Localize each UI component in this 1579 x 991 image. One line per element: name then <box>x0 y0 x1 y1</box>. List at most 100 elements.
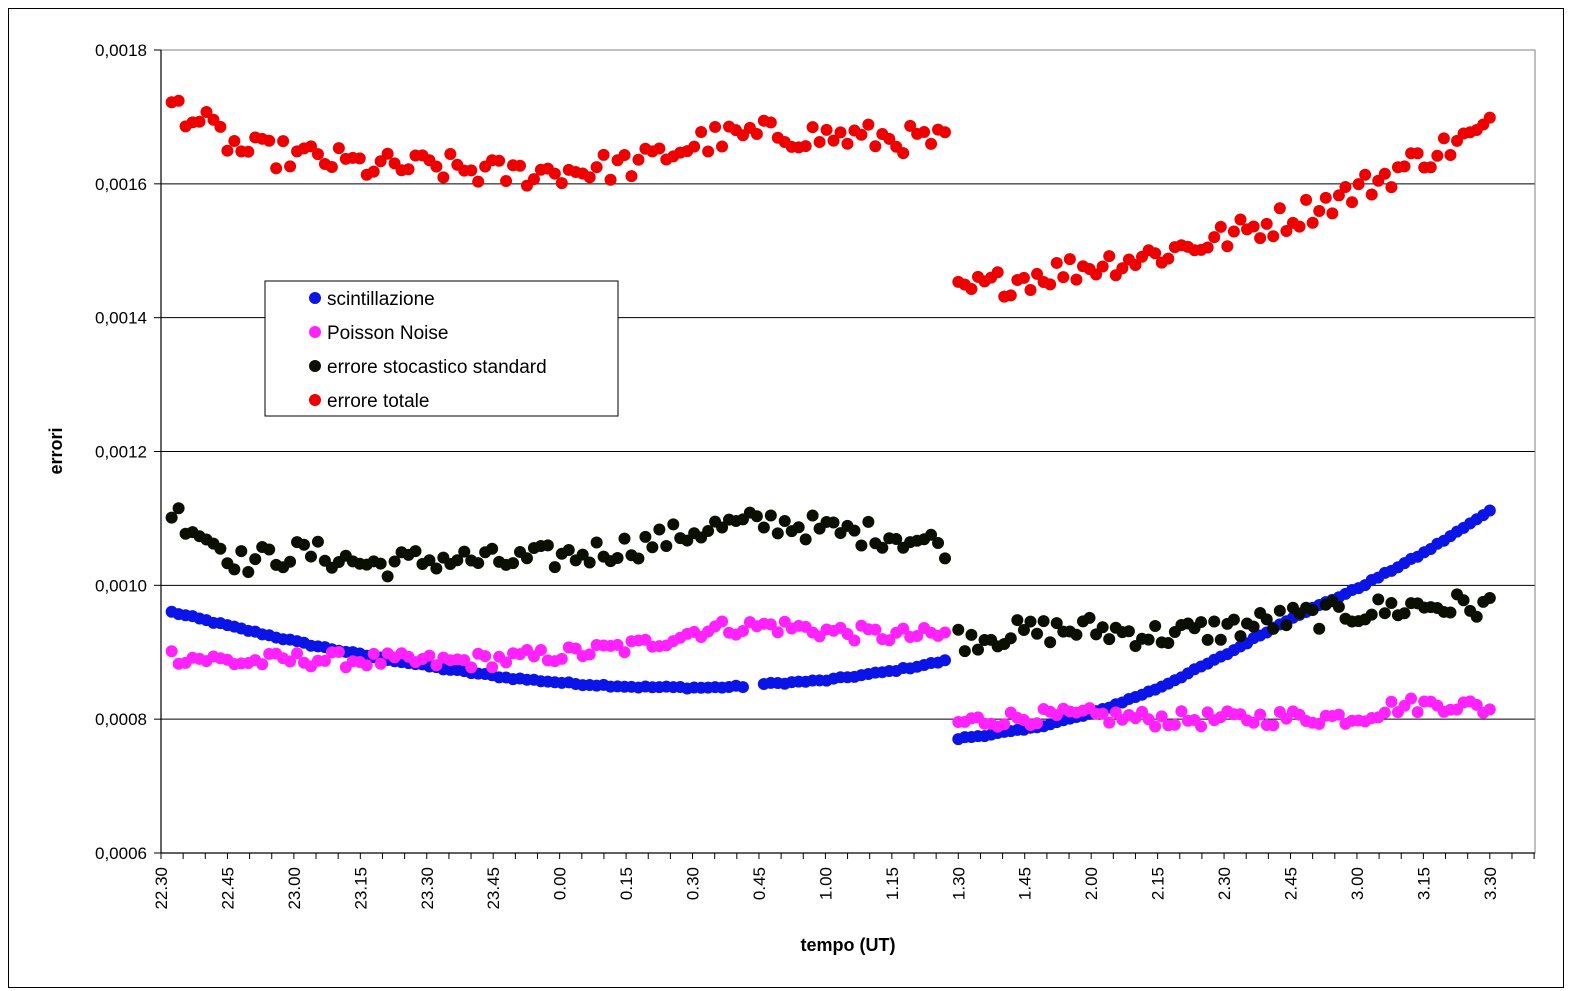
data-point <box>876 541 889 554</box>
data-point <box>374 557 387 570</box>
data-point <box>242 145 255 158</box>
data-point <box>311 148 324 161</box>
data-point <box>1483 504 1496 517</box>
y-tick-label: 0,0014 <box>95 309 147 328</box>
data-point <box>277 135 290 148</box>
data-point <box>534 643 547 656</box>
data-point <box>1405 692 1418 705</box>
data-point <box>939 126 952 139</box>
data-point <box>318 654 331 667</box>
data-point <box>1142 633 1155 646</box>
data-point <box>688 140 701 153</box>
data-point <box>507 557 520 570</box>
data-point <box>437 171 450 184</box>
data-point <box>1149 620 1162 633</box>
data-point <box>520 552 533 565</box>
data-point <box>284 160 297 173</box>
x-tick-label: 3.30 <box>1481 867 1500 900</box>
data-point <box>1162 252 1175 265</box>
data-point <box>757 521 770 534</box>
data-point <box>597 148 610 161</box>
data-point <box>869 623 882 636</box>
x-tick-label: 0.15 <box>617 867 636 900</box>
data-point <box>799 140 812 153</box>
data-point <box>1004 289 1017 302</box>
data-point <box>242 565 255 578</box>
x-tick-label: 23.30 <box>418 867 437 910</box>
data-point <box>991 266 1004 279</box>
data-point <box>1063 253 1076 266</box>
data-point <box>890 533 903 546</box>
data-point <box>897 147 910 160</box>
data-point <box>1122 625 1135 638</box>
data-point <box>249 553 262 566</box>
data-point <box>1483 703 1496 716</box>
data-point <box>479 650 492 663</box>
data-point <box>1096 260 1109 273</box>
data-point <box>1470 610 1483 623</box>
data-point <box>848 524 861 537</box>
data-point <box>1024 615 1037 628</box>
data-point <box>1437 132 1450 145</box>
legend-box <box>264 280 619 417</box>
data-point <box>1359 168 1372 181</box>
data-point <box>1234 213 1247 226</box>
data-point <box>451 554 464 567</box>
data-point <box>1267 719 1280 732</box>
y-tick-label: 0,0008 <box>95 710 147 729</box>
x-tick-label: 3.15 <box>1414 867 1433 900</box>
data-point <box>1031 717 1044 730</box>
data-point <box>1129 259 1142 272</box>
data-point <box>625 170 638 183</box>
data-point <box>1096 621 1109 634</box>
data-point <box>1208 231 1221 244</box>
data-point <box>806 509 819 522</box>
legend-label: Poisson Noise <box>327 323 448 344</box>
data-point <box>764 618 777 631</box>
data-point <box>1300 193 1313 206</box>
data-point <box>1195 720 1208 733</box>
data-point <box>618 646 631 659</box>
data-point <box>388 555 401 568</box>
data-point <box>583 648 596 661</box>
data-point <box>855 128 868 141</box>
x-tick-label: 1.15 <box>883 867 902 900</box>
data-point <box>311 535 324 548</box>
data-point <box>1398 607 1411 620</box>
data-point <box>1411 706 1424 719</box>
data-point <box>1227 225 1240 238</box>
data-point <box>353 152 366 165</box>
data-point <box>256 658 269 671</box>
data-point <box>548 561 561 574</box>
data-point <box>1260 613 1273 626</box>
data-point <box>952 623 965 636</box>
data-point <box>465 661 478 674</box>
data-point <box>1168 718 1181 731</box>
data-point <box>576 548 589 561</box>
data-point <box>172 94 185 107</box>
data-point <box>1201 633 1214 646</box>
data-point <box>555 177 568 190</box>
data-point <box>1017 624 1030 637</box>
data-point <box>1031 267 1044 280</box>
data-point <box>1267 622 1280 635</box>
data-point <box>1195 616 1208 629</box>
series-layer <box>165 94 1496 746</box>
data-point <box>1332 600 1345 613</box>
data-point <box>1254 708 1267 721</box>
data-point <box>444 147 457 160</box>
data-point <box>932 536 945 549</box>
data-point <box>1306 604 1319 617</box>
data-point <box>513 159 526 172</box>
data-point <box>1313 205 1326 218</box>
data-point <box>430 562 443 575</box>
x-tick-label: 2.00 <box>1082 867 1101 900</box>
data-point <box>569 642 582 655</box>
data-point <box>284 555 297 568</box>
data-point <box>1017 271 1030 284</box>
legend-marker <box>309 360 321 372</box>
data-point <box>1247 716 1260 729</box>
data-point <box>374 657 387 670</box>
data-point <box>1011 614 1024 627</box>
